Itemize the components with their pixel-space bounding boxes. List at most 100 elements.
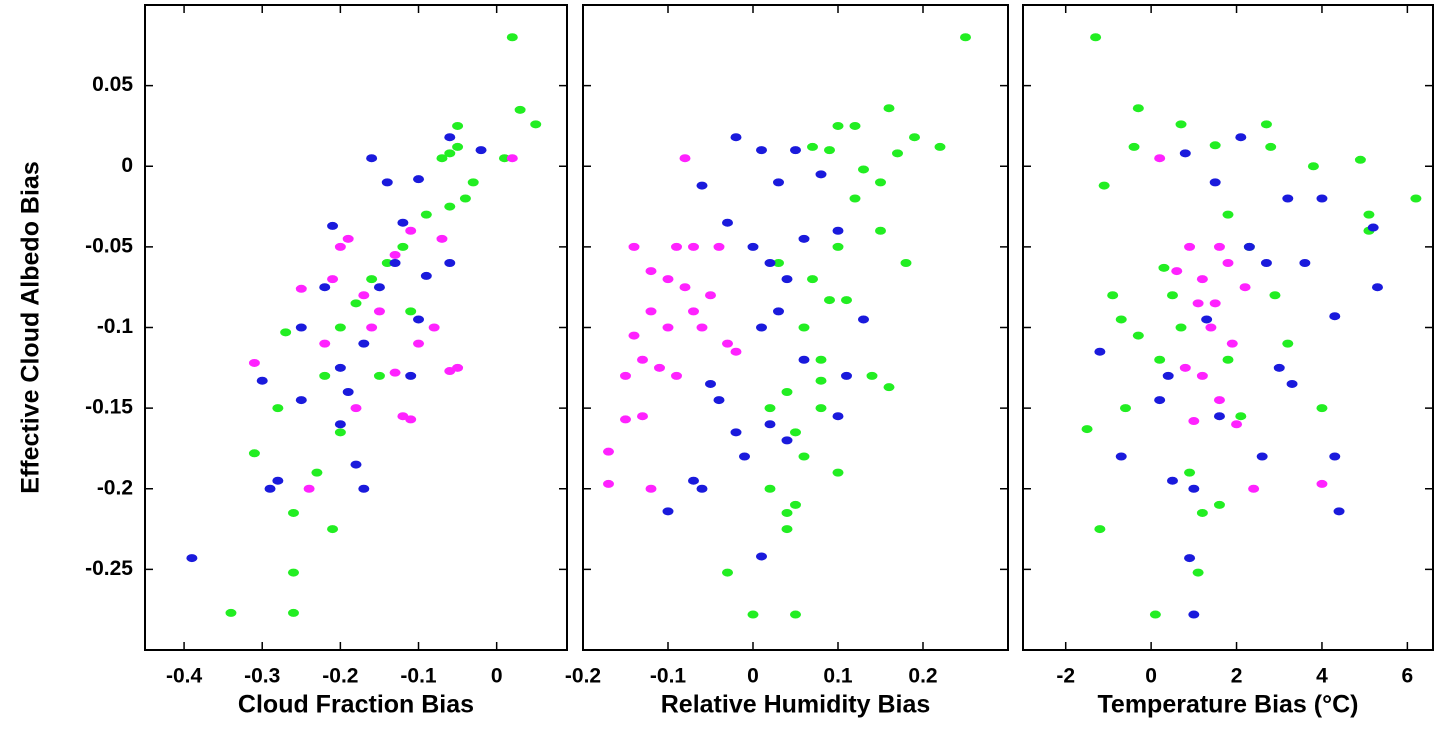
point xyxy=(225,608,237,617)
x-tick-label: 0 xyxy=(1145,665,1157,688)
point xyxy=(1213,412,1225,421)
point xyxy=(350,299,362,308)
point xyxy=(1273,363,1285,372)
point xyxy=(1243,242,1255,251)
point xyxy=(1226,339,1238,348)
point xyxy=(1329,312,1341,321)
point xyxy=(342,234,354,243)
point xyxy=(832,226,844,235)
point xyxy=(358,291,370,300)
point xyxy=(452,363,464,372)
point xyxy=(303,484,315,493)
point xyxy=(366,275,378,284)
point xyxy=(1128,142,1140,151)
point xyxy=(1282,339,1294,348)
point xyxy=(900,259,912,267)
point xyxy=(730,133,742,142)
point xyxy=(1115,315,1127,324)
point xyxy=(1188,417,1200,426)
point xyxy=(713,396,725,405)
point xyxy=(756,552,767,561)
point xyxy=(1205,323,1217,332)
point xyxy=(248,449,260,458)
point xyxy=(798,323,810,332)
point xyxy=(1222,355,1234,364)
point xyxy=(807,275,818,284)
y-tick-label: -0.05 xyxy=(85,234,133,257)
point xyxy=(1179,149,1191,158)
point xyxy=(1222,210,1234,219)
point xyxy=(662,275,674,284)
point xyxy=(405,371,417,380)
point xyxy=(1175,120,1187,129)
point xyxy=(832,412,844,421)
point xyxy=(858,165,869,174)
point xyxy=(327,275,339,284)
point xyxy=(1235,412,1247,421)
point xyxy=(287,608,299,617)
point xyxy=(705,291,716,300)
point xyxy=(311,468,323,477)
point xyxy=(413,339,425,348)
x-tick-label: -0.1 xyxy=(650,665,687,688)
point xyxy=(327,525,339,534)
point xyxy=(467,178,479,187)
plot-frame xyxy=(582,4,1009,651)
point xyxy=(381,259,393,267)
point xyxy=(1184,242,1196,251)
point xyxy=(832,242,844,251)
point xyxy=(798,234,810,243)
point xyxy=(628,331,640,340)
point xyxy=(807,142,818,151)
point xyxy=(186,554,198,563)
point xyxy=(1179,363,1191,372)
point xyxy=(373,283,385,292)
point xyxy=(747,242,759,251)
point xyxy=(875,178,886,187)
point xyxy=(1171,267,1183,276)
point xyxy=(781,508,793,517)
point xyxy=(934,142,946,151)
point xyxy=(506,154,518,163)
point xyxy=(1213,500,1225,509)
point xyxy=(506,33,518,42)
point xyxy=(1149,610,1161,619)
point xyxy=(350,460,362,469)
point xyxy=(1354,155,1366,164)
point xyxy=(1316,479,1328,488)
point xyxy=(381,178,393,187)
point xyxy=(798,452,810,461)
x-axis-label: Relative Humidity Bias xyxy=(661,691,931,719)
point xyxy=(832,468,844,477)
point xyxy=(334,363,346,372)
point xyxy=(413,175,425,184)
point xyxy=(498,154,510,163)
point xyxy=(444,259,456,267)
point xyxy=(620,415,631,424)
point xyxy=(722,339,733,348)
point xyxy=(295,396,307,405)
point xyxy=(256,376,268,385)
point xyxy=(815,376,827,385)
point xyxy=(373,307,385,316)
point xyxy=(1175,323,1187,332)
point xyxy=(1090,33,1102,42)
point xyxy=(295,284,307,293)
x-tick-label: -0.2 xyxy=(565,665,601,688)
point xyxy=(334,242,346,251)
x-axis-label: Cloud Fraction Bias xyxy=(238,691,474,719)
point xyxy=(1410,194,1422,203)
point xyxy=(773,178,784,187)
point xyxy=(756,146,767,155)
point xyxy=(1094,525,1106,534)
point xyxy=(530,120,542,129)
point xyxy=(1192,568,1204,577)
point xyxy=(637,412,648,421)
point xyxy=(1166,476,1178,485)
point xyxy=(248,358,260,367)
point xyxy=(272,404,284,413)
point xyxy=(722,218,733,227)
point xyxy=(730,347,742,356)
point xyxy=(773,259,784,267)
point xyxy=(405,307,417,316)
